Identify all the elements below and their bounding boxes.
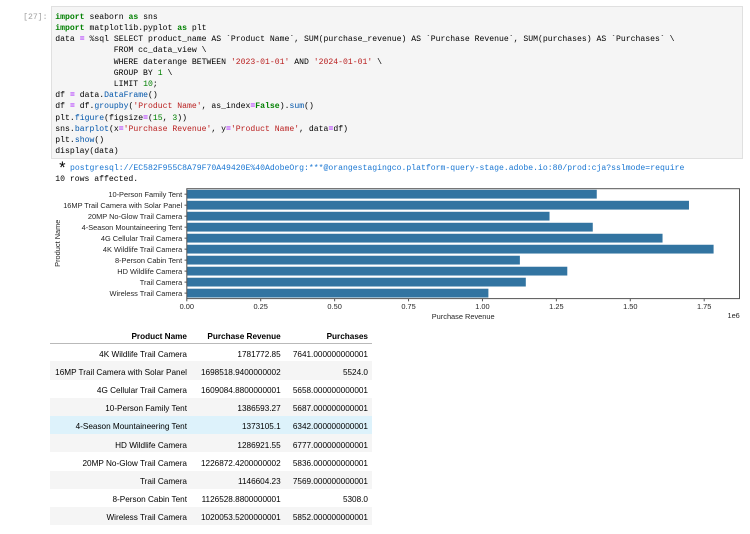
svg-text:10-Person Family Tent: 10-Person Family Tent (108, 190, 182, 199)
svg-text:1e6: 1e6 (727, 311, 739, 320)
svg-text:1.25: 1.25 (549, 302, 563, 311)
svg-text:20MP No-Glow Trail Camera: 20MP No-Glow Trail Camera (88, 212, 183, 221)
svg-text:0.00: 0.00 (180, 302, 194, 311)
svg-text:1.75: 1.75 (697, 302, 711, 311)
svg-text:1.50: 1.50 (623, 302, 637, 311)
svg-text:0.50: 0.50 (327, 302, 341, 311)
svg-text:Product Name: Product Name (53, 220, 62, 267)
svg-text:4G Cellular Trail Camera: 4G Cellular Trail Camera (101, 234, 183, 243)
svg-text:0.25: 0.25 (254, 302, 268, 311)
svg-text:16MP Trail Camera with Solar P: 16MP Trail Camera with Solar Panel (63, 201, 182, 210)
svg-text:4K Wildlife Trail Camera: 4K Wildlife Trail Camera (103, 245, 183, 254)
svg-text:Trail Camera: Trail Camera (140, 278, 183, 287)
svg-text:8-Person Cabin Tent: 8-Person Cabin Tent (115, 256, 182, 265)
svg-text:Wireless Trail Camera: Wireless Trail Camera (110, 289, 184, 298)
svg-text:1.00: 1.00 (475, 302, 489, 311)
svg-text:HD Wildlife Camera: HD Wildlife Camera (117, 267, 183, 276)
svg-text:Purchase Revenue: Purchase Revenue (432, 312, 495, 321)
svg-text:4-Season Mountaineering Tent: 4-Season Mountaineering Tent (82, 223, 183, 232)
svg-text:0.75: 0.75 (401, 302, 415, 311)
